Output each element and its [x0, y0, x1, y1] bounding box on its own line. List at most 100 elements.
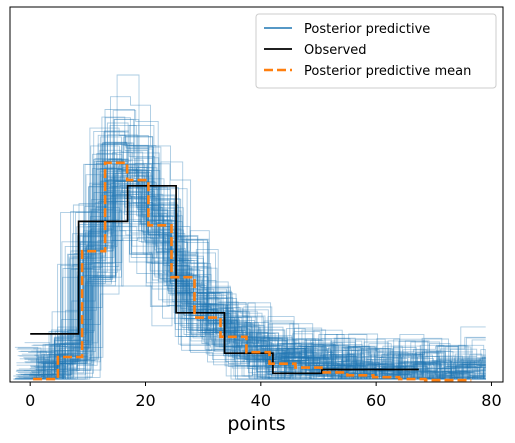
posterior-predictive-sample-line: [17, 164, 486, 380]
posterior-predictive-mean-line: [33, 161, 472, 382]
posterior-predictive-sample-line: [41, 165, 486, 380]
posterior-predictive-sample-line: [17, 176, 486, 380]
posterior-predictive-sample-line: [39, 195, 486, 380]
posterior-predictive-sample-line: [29, 74, 486, 380]
posterior-predictive-sample-line: [31, 152, 486, 380]
posterior-predictive-samples: [13, 74, 487, 380]
posterior-predictive-sample-line: [34, 160, 486, 380]
posterior-predictive-sample-line: [39, 143, 486, 380]
posterior-predictive-sample-line: [31, 130, 486, 380]
posterior-predictive-sample-line: [21, 175, 486, 380]
posterior-predictive-sample-line: [30, 124, 486, 380]
posterior-predictive-sample-line: [30, 180, 477, 380]
posterior-predictive-sample-line: [21, 183, 486, 380]
posterior-predictive-sample-line: [36, 149, 480, 380]
posterior-predictive-sample-line: [38, 118, 486, 380]
posterior-predictive-sample-line: [30, 96, 486, 380]
posterior-predictive-sample-line: [29, 165, 486, 380]
posterior-predictive-sample-line: [14, 162, 486, 380]
legend-entry-label: Posterior predictive mean: [304, 64, 471, 79]
posterior-predictive-sample-line: [31, 209, 486, 377]
posterior-predictive-sample-line: [35, 176, 486, 380]
posterior-predictive-sample-line: [31, 237, 486, 380]
posterior-predictive-sample-line: [17, 143, 486, 380]
legend-entry-label: Posterior predictive: [304, 22, 430, 37]
posterior-predictive-sample-line: [24, 183, 482, 380]
posterior-predictive-mean-series: [33, 161, 472, 382]
x-tick-label: 80: [481, 391, 501, 410]
posterior-predictive-sample-line: [38, 191, 471, 380]
posterior-predictive-sample-line: [36, 192, 486, 380]
posterior-predictive-sample-line: [36, 142, 486, 380]
observed-line: [30, 184, 419, 375]
posterior-predictive-sample-line: [25, 175, 486, 380]
posterior-predictive-sample-line: [31, 169, 486, 380]
posterior-predictive-sample-line: [24, 230, 486, 380]
posterior-predictive-sample-line: [29, 179, 486, 380]
posterior-predictive-sample-line: [23, 194, 486, 380]
posterior-predictive-sample-line: [33, 223, 486, 380]
posterior-predictive-sample-line: [24, 122, 481, 380]
posterior-predictive-sample-line: [30, 171, 478, 380]
posterior-predictive-sample-line: [35, 159, 486, 380]
posterior-predictive-sample-line: [33, 167, 476, 380]
posterior-predictive-sample-line: [34, 159, 486, 380]
posterior-predictive-sample-line: [16, 136, 480, 380]
observed-series: [30, 184, 419, 375]
posterior-predictive-sample-line: [17, 175, 486, 380]
x-axis: 0 20 40 60 80: [25, 382, 502, 410]
posterior-predictive-sample-line: [30, 167, 486, 380]
posterior-predictive-sample-line: [29, 181, 486, 380]
posterior-predictive-sample-line: [31, 124, 486, 380]
posterior-predictive-sample-line: [20, 144, 486, 380]
posterior-predictive-sample-line: [25, 181, 486, 380]
posterior-predictive-sample-line: [15, 201, 470, 380]
posterior-predictive-sample-line: [13, 144, 486, 380]
x-tick-label: 0: [25, 391, 35, 410]
posterior-predictive-sample-line: [16, 168, 477, 380]
posterior-predictive-sample-line: [17, 169, 486, 378]
x-tick-label: 20: [135, 391, 155, 410]
posterior-predictive-sample-line: [34, 159, 486, 380]
posterior-predictive-sample-line: [16, 203, 486, 380]
posterior-predictive-sample-line: [15, 185, 486, 380]
posterior-predictive-sample-line: [30, 174, 486, 380]
x-axis-label: points: [227, 413, 285, 435]
posterior-predictive-sample-line: [35, 184, 470, 380]
posterior-predictive-sample-line: [13, 167, 486, 380]
posterior-predictive-sample-line: [18, 152, 469, 380]
posterior-predictive-sample-line: [23, 187, 485, 380]
posterior-predictive-sample-line: [25, 178, 486, 380]
posterior-predictive-sample-line: [25, 225, 484, 380]
posterior-predictive-sample-line: [30, 197, 484, 378]
posterior-predictive-sample-line: [19, 180, 486, 380]
posterior-predictive-sample-line: [24, 193, 486, 380]
posterior-predictive-sample-line: [15, 142, 481, 380]
plot-frame: [9, 6, 504, 383]
posterior-predictive-sample-line: [34, 226, 486, 380]
posterior-predictive-sample-line: [29, 187, 486, 380]
posterior-predictive-sample-line: [28, 196, 486, 380]
posterior-predictive-sample-line: [24, 167, 486, 380]
posterior-predictive-sample-line: [19, 118, 475, 380]
legend-box: [255, 13, 497, 89]
legend: Posterior predictive Observed Posterior pr…: [255, 13, 497, 89]
posterior-predictive-sample-line: [23, 109, 473, 380]
posterior-predictive-sample-line: [24, 181, 478, 380]
posterior-predictive-sample-line: [31, 142, 486, 380]
posterior-predictive-sample-line: [15, 158, 486, 380]
posterior-predictive-sample-line: [19, 201, 486, 380]
x-tick-label: 40: [251, 391, 271, 410]
posterior-predictive-sample-line: [35, 211, 479, 380]
posterior-predictive-sample-line: [17, 158, 486, 380]
posterior-predictive-sample-line: [32, 176, 486, 380]
posterior-predictive-sample-line: [17, 134, 486, 380]
posterior-predictive-sample-line: [33, 116, 469, 380]
posterior-predictive-sample-line: [16, 153, 486, 380]
posterior-predictive-sample-line: [29, 145, 486, 380]
posterior-predictive-sample-line: [33, 237, 486, 380]
x-tick-label: 60: [366, 391, 386, 410]
legend-entry-label: Observed: [304, 43, 367, 58]
posterior-predictive-sample-line: [15, 134, 486, 380]
